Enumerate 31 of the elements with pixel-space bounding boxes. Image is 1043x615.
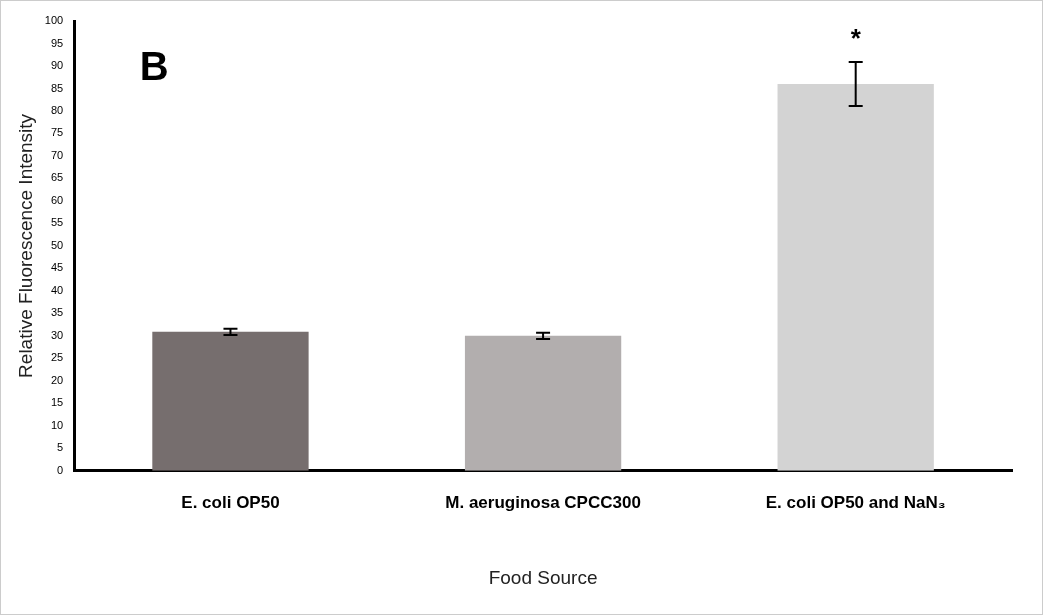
- y-tick-label: 70: [50, 148, 64, 161]
- bar: [152, 331, 309, 471]
- y-tick-label: 10: [50, 418, 64, 431]
- y-tick-label: 45: [50, 261, 64, 274]
- x-tick-label: M. aeruginosa CPCC300: [445, 492, 641, 512]
- y-tick-label: 25: [50, 351, 64, 364]
- x-tick-label: E. coli OP50 and NaN₃: [765, 492, 946, 512]
- bar: [777, 83, 934, 471]
- bar: [464, 335, 622, 471]
- y-axis-title: Relative Fluorescence Intensity: [14, 113, 36, 378]
- y-tick-label: 65: [50, 171, 64, 184]
- y-tick-label: 85: [50, 81, 64, 94]
- y-tick-label: 50: [50, 238, 64, 251]
- y-tick-label: 80: [50, 103, 64, 116]
- y-tick-label: 100: [44, 14, 64, 27]
- y-tick-label: 95: [50, 36, 64, 49]
- y-tick-label: 5: [57, 441, 64, 454]
- y-tick-label: 40: [50, 283, 64, 296]
- y-tick-label: 30: [50, 328, 64, 341]
- annotation: *: [850, 23, 862, 54]
- y-tick-label: 90: [50, 59, 64, 72]
- y-tick-label: 60: [50, 193, 64, 206]
- y-tick-label: 20: [50, 373, 64, 386]
- y-tick-label: 75: [50, 126, 64, 139]
- y-tick-label: 35: [50, 306, 64, 319]
- x-tick-label: E. coli OP50: [181, 492, 280, 512]
- annotation: B: [139, 44, 169, 89]
- y-tick-label: 0: [57, 463, 64, 476]
- x-axis-title: Food Source: [488, 566, 598, 588]
- y-tick-label: 15: [50, 396, 64, 409]
- y-tick-label: 55: [50, 216, 64, 229]
